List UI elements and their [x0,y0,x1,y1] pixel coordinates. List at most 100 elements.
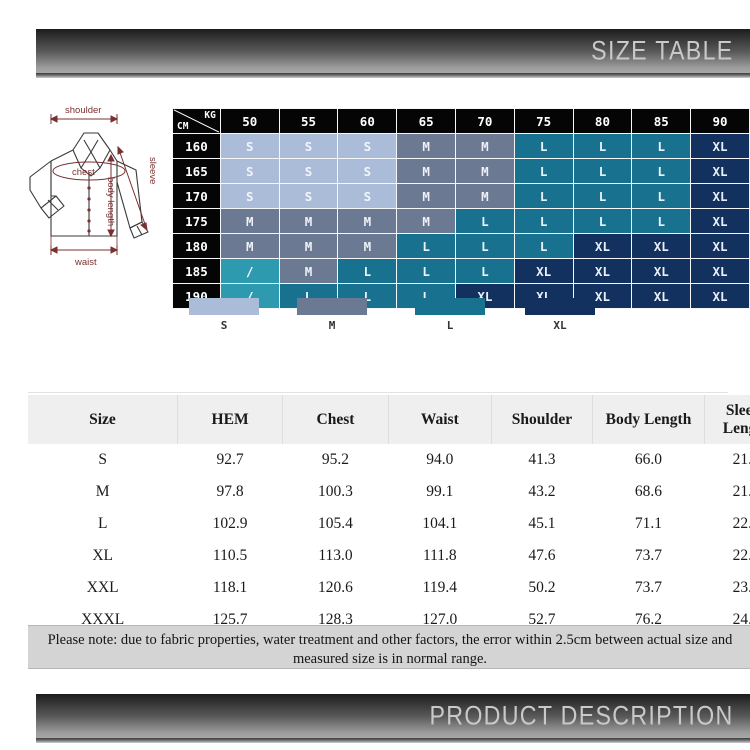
size-grid-cell-165-65: M [396,158,456,184]
measurement-value: 113.0 [282,540,389,572]
size-grid-cell-175-50: M [219,208,280,234]
size-grid-kg-header-65: 65 [396,108,456,134]
measurement-header-shoulder: Shoulder [491,395,593,444]
size-grid-cell-185-80: XL [572,258,633,284]
size-grid-cell-165-70: M [455,158,515,184]
size-grid-cell-165-90: XL [690,158,750,184]
measurement-value: 66.0 [592,444,705,476]
diagram-label-waist: waist [74,257,97,268]
measurement-value: 92.7 [177,444,283,476]
size-grid-cell-165-85: L [631,158,692,184]
measurement-value: 110.5 [177,540,283,572]
size-grid-kg-header-80: 80 [572,108,633,134]
size-grid-cell-180-70: L [455,233,515,259]
measurement-value: 21.6 [704,476,750,508]
size-grid-cell-180-85: XL [631,233,692,259]
measurement-size-label: XL [28,540,178,572]
size-grid-cell-180-80: XL [572,233,633,259]
size-grid-row: 185/M L L L XL XL XL XL [172,258,750,284]
measurement-value: 104.1 [388,508,492,540]
product-description-banner-title: PRODUCT DESCRIPTION [429,700,734,731]
size-grid-cell-160-55: S [278,133,339,159]
measurement-size-label: S [28,444,178,476]
size-note-text: Please note: due to fabric properties, w… [47,632,733,667]
size-grid-kg-header-50: 50 [219,108,280,134]
size-grid-cell-185-65: L [396,258,456,284]
size-grid-cell-185-60: L [337,258,398,284]
size-grid-row: 175 M M M M L L L L XL [172,208,750,234]
size-grid-cm-axis-label: CM [177,121,189,132]
legend-swatch-xl [525,298,595,315]
size-grid-cell-170-70: M [455,183,515,209]
legend-item-m: M [292,298,372,332]
size-grid-cell-185-90: XL [690,258,750,284]
measurement-value: 119.4 [388,572,492,604]
size-grid-cell-180-75: L [513,233,574,259]
size-grid-corner-cell: KG CM [172,108,221,134]
measurement-value: 94.0 [388,444,492,476]
diagram-label-body-length: body length [105,177,116,226]
size-grid-cell-170-85: L [631,183,692,209]
legend-item-l: L [410,298,490,332]
legend-label-l: L [446,319,454,332]
size-grid-cm-header-160: 160 [172,133,221,159]
size-grid-cell-170-90: XL [690,183,750,209]
size-grid-kg-header-75: 75 [513,108,574,134]
size-grid-cell-165-55: S [278,158,339,184]
size-grid-cm-header-170: 170 [172,183,221,209]
size-grid-cell-175-90: XL [690,208,750,234]
size-grid-cell-160-85: L [631,133,692,159]
size-grid-cell-185-85: XL [631,258,692,284]
measurement-value: 97.8 [177,476,283,508]
size-grid-cell-180-50: M [219,233,280,259]
measurement-value: 111.8 [388,540,492,572]
size-note-bar: Please note: due to fabric properties, w… [28,625,750,669]
legend-swatch-l [415,298,485,315]
measurement-value: 68.6 [592,476,705,508]
measurement-row-s: S92.795.294.041.366.021.0 [28,444,750,476]
measurement-value: 73.7 [592,572,705,604]
size-grid-cell-180-55: M [278,233,339,259]
size-color-legend: S M L XL [172,298,706,338]
size-grid-kg-axis-label: KG [204,110,216,121]
measurement-value: 71.1 [592,508,705,540]
size-grid-kg-header-90: 90 [690,108,750,134]
measurement-header-chest: Chest [282,395,389,444]
legend-swatch-s [189,298,259,315]
size-grid-cell-160-50: S [219,133,280,159]
size-grid-cm-header-190: 190 [172,283,221,309]
shirt-measurement-diagram: shoulder chest waist body length sleeve [18,100,168,286]
size-grid-cell-165-80: L [572,158,633,184]
size-grid-cell-180-90: XL [690,233,750,259]
measurement-value: 21.0 [704,444,750,476]
size-grid-kg-header-70: 70 [455,108,515,134]
size-grid-row: 180 M M M L L L XL XL XL [172,233,750,259]
measurement-value: 23.5 [704,572,750,604]
measurement-header-waist: Waist [388,395,492,444]
measurement-table-top-rule [28,392,728,393]
legend-swatch-m [297,298,367,315]
measurement-header-body-length: Body Length [592,395,705,444]
measurement-value: 45.1 [491,508,593,540]
legend-item-s: S [184,298,264,332]
size-grid-cell-175-80: L [572,208,633,234]
size-table-banner-underline [36,73,750,78]
size-grid-cm-header-180: 180 [172,233,221,259]
size-table-banner: SIZE TABLE [36,29,750,73]
legend-label-xl: XL [553,319,567,332]
size-grid-cm-header-175: 175 [172,208,221,234]
measurement-table-header-row: Size HEM Chest Waist Shoulder Body Length Slee… [28,395,750,444]
size-grid-cell-160-75: L [513,133,574,159]
size-grid-kg-header-60: 60 [337,108,398,134]
size-grid-row: 165 S S S M M L L L XL [172,158,750,184]
size-grid-cell-160-65: M [396,133,456,159]
size-grid-table: KG CM 50 55 60 65 70 75 80 85 90 160 S S S M M L L L XL 165 S S… [172,108,750,309]
size-grid-cell-165-60: S [337,158,398,184]
measurement-value: 22.2 [704,508,750,540]
size-grid-cm-header-165: 165 [172,158,221,184]
measurement-size-label: L [28,508,178,540]
size-grid-cell-185-75: XL [513,258,574,284]
